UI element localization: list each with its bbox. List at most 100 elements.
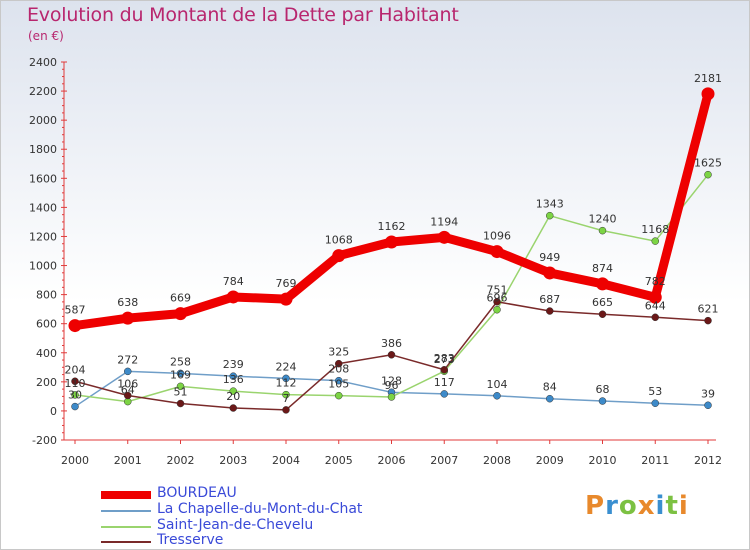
y-tick-label: 2200	[29, 85, 57, 98]
legend-label: BOURDEAU	[157, 485, 237, 501]
data-label: 751	[487, 284, 508, 297]
data-point	[704, 401, 712, 410]
y-tick-label: 800	[36, 289, 57, 302]
y-tick-label: 0	[50, 405, 57, 418]
data-point	[332, 249, 346, 263]
data-label: 1096	[483, 230, 511, 243]
data-point	[71, 402, 79, 411]
data-point	[437, 230, 451, 244]
data-label: 258	[170, 355, 191, 368]
data-label: 1194	[430, 215, 458, 228]
x-tick-label: 2003	[219, 454, 247, 467]
data-point	[648, 290, 662, 304]
chart-title: Evolution du Montant de la Dette par Hab…	[27, 4, 459, 26]
data-point	[176, 382, 185, 391]
data-label: 782	[645, 275, 666, 288]
data-point	[124, 391, 132, 400]
data-label: 665	[592, 296, 613, 309]
data-point	[493, 305, 501, 314]
data-point	[546, 307, 554, 315]
data-point	[701, 87, 715, 101]
data-point	[282, 390, 290, 399]
data-label: 128	[381, 374, 402, 387]
data-label: 949	[539, 251, 560, 264]
data-label: 53	[648, 385, 662, 398]
data-label: 696	[487, 292, 508, 305]
data-point	[71, 377, 79, 386]
data-label: 1343	[536, 198, 564, 211]
data-label: 204	[65, 363, 86, 376]
data-label: 224	[276, 360, 297, 373]
data-point	[704, 316, 712, 325]
logo-letter: t	[665, 491, 679, 521]
data-point	[440, 390, 448, 398]
data-point	[282, 406, 290, 414]
data-point	[229, 387, 237, 395]
legend-swatch	[101, 541, 151, 543]
data-label: 1162	[378, 220, 406, 233]
data-label: 84	[543, 381, 557, 394]
data-label: 283	[434, 352, 455, 365]
data-point	[598, 310, 607, 318]
data-point	[387, 393, 396, 401]
y-tick-label: -200	[32, 434, 57, 447]
data-label: 325	[328, 346, 349, 359]
x-tick-label: 2005	[325, 454, 353, 467]
data-point	[176, 399, 185, 408]
data-point	[440, 366, 448, 374]
data-label: 208	[328, 363, 349, 376]
x-tick-label: 2004	[272, 454, 300, 467]
y-tick-label: 1600	[29, 172, 57, 185]
data-label: 769	[276, 277, 297, 290]
y-tick-label: 1000	[29, 260, 57, 273]
data-label: 273	[434, 353, 455, 366]
data-point	[598, 226, 607, 235]
data-label: 874	[592, 262, 613, 275]
data-point	[387, 351, 396, 359]
data-point	[651, 237, 659, 245]
data-label: 1068	[325, 234, 353, 247]
data-point	[490, 245, 504, 259]
data-label: 112	[276, 377, 297, 390]
data-point	[71, 391, 79, 399]
data-point	[546, 211, 554, 220]
data-label: 64	[121, 384, 135, 397]
data-label: 621	[698, 303, 719, 316]
x-tick-label: 2006	[378, 454, 406, 467]
data-label: 669	[170, 292, 191, 305]
logo-letter: x	[637, 491, 656, 521]
y-tick-label: 600	[36, 318, 57, 331]
legend-label: Tresserve	[157, 532, 224, 548]
data-label: 51	[174, 386, 188, 399]
data-point	[174, 307, 187, 321]
data-label: 1625	[694, 157, 722, 170]
logo-letter: P	[585, 491, 606, 521]
data-label: 117	[434, 376, 455, 389]
y-tick-label: 400	[36, 347, 57, 360]
data-point	[229, 404, 237, 412]
data-label: 106	[117, 378, 138, 391]
data-label: 96	[385, 379, 399, 392]
data-point	[385, 235, 398, 249]
data-point	[546, 394, 554, 403]
x-tick-label: 2007	[430, 454, 458, 467]
data-point	[335, 391, 343, 400]
data-label: 169	[170, 368, 191, 381]
logo-letter: i	[655, 491, 666, 521]
y-tick-label: 2000	[29, 114, 57, 127]
data-label: 784	[223, 275, 244, 288]
data-label: 104	[487, 378, 508, 391]
data-point	[121, 311, 135, 325]
data-label: 587	[65, 304, 86, 317]
data-point	[598, 397, 607, 405]
data-point	[124, 367, 132, 376]
logo-letter: o	[618, 491, 638, 521]
data-point	[176, 369, 185, 378]
x-tick-label: 2008	[483, 454, 511, 467]
data-label: 1168	[641, 223, 669, 236]
data-label: 30	[68, 389, 82, 402]
legend-swatch	[101, 526, 151, 528]
data-point	[651, 313, 659, 322]
data-label: 638	[117, 296, 138, 309]
